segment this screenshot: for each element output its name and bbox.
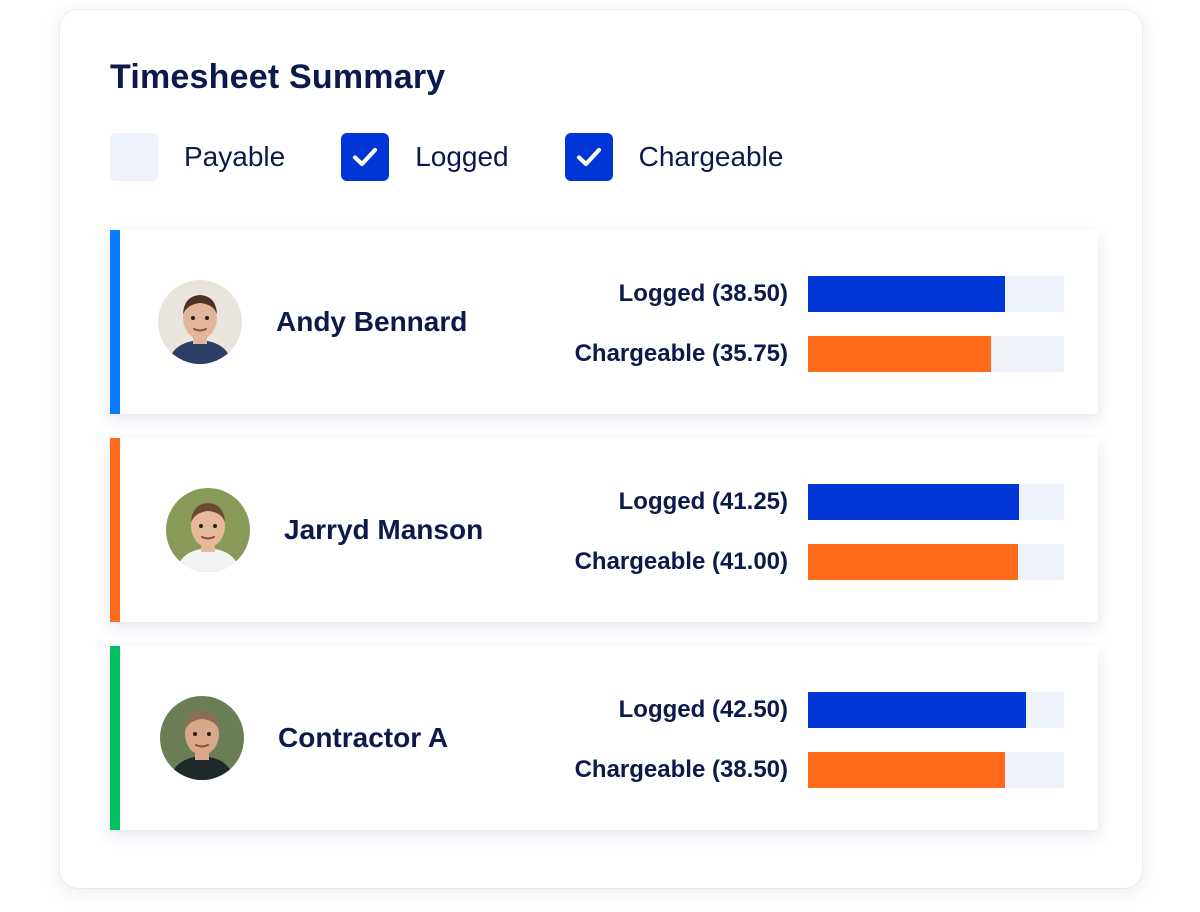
employee-name: Contractor A bbox=[278, 722, 449, 753]
employee-name: Andy Bennard bbox=[276, 306, 468, 337]
logged-checkbox[interactable] bbox=[341, 133, 390, 181]
filter-logged[interactable]: Logged bbox=[341, 133, 509, 181]
person-avatar-icon bbox=[158, 280, 242, 364]
logged-metric: Logged (41.25) bbox=[619, 484, 1064, 520]
filter-chargeable[interactable]: Chargeable bbox=[564, 133, 784, 181]
filter-label: Payable bbox=[184, 141, 286, 172]
logged-bar bbox=[808, 276, 1006, 312]
checkmark-icon bbox=[576, 147, 601, 167]
timesheet-summary-card: Timesheet Summary Payable Logged Chargea… bbox=[60, 10, 1142, 888]
logged-label: Logged (41.25) bbox=[618, 488, 788, 515]
chargeable-bar-track bbox=[808, 544, 1064, 580]
logged-bar bbox=[808, 484, 1020, 520]
person-avatar-icon bbox=[160, 696, 244, 780]
logged-bar bbox=[808, 692, 1026, 728]
chargeable-bar bbox=[808, 544, 1018, 580]
page-title: Timesheet Summary bbox=[110, 58, 446, 96]
filter-label: Chargeable bbox=[638, 141, 784, 172]
person-avatar-icon bbox=[166, 488, 250, 572]
chargeable-bar-track bbox=[808, 752, 1064, 788]
chargeable-metric: Chargeable (41.00) bbox=[575, 544, 1064, 580]
logged-metric: Logged (38.50) bbox=[619, 276, 1064, 312]
logged-metric: Logged (42.50) bbox=[619, 692, 1064, 728]
person-avatar-icon bbox=[158, 280, 242, 364]
chargeable-metric: Chargeable (38.50) bbox=[575, 752, 1064, 788]
chargeable-bar bbox=[808, 752, 1006, 788]
row-accent-bar bbox=[110, 438, 120, 622]
employee-row[interactable]: Jarryd Manson Logged (41.25) Chargeable … bbox=[110, 438, 1098, 622]
logged-label: Logged (38.50) bbox=[618, 280, 788, 307]
row-accent-bar bbox=[110, 646, 120, 830]
employee-row[interactable]: Contractor A Logged (42.50) Chargeable (… bbox=[110, 646, 1098, 830]
logged-bar-track bbox=[808, 276, 1064, 312]
employee-row[interactable]: Andy Bennard Logged (38.50) Chargeable (… bbox=[110, 230, 1098, 414]
employee-list: Andy Bennard Logged (38.50) Chargeable (… bbox=[110, 230, 1098, 854]
chargeable-checkbox[interactable] bbox=[564, 133, 613, 181]
logged-bar-track bbox=[808, 692, 1064, 728]
logged-label: Logged (42.50) bbox=[618, 696, 788, 723]
person-avatar-icon bbox=[160, 696, 244, 780]
chargeable-label: Chargeable (41.00) bbox=[574, 548, 788, 575]
logged-bar-track bbox=[808, 484, 1064, 520]
chargeable-bar bbox=[808, 336, 992, 372]
chargeable-label: Chargeable (38.50) bbox=[574, 756, 788, 783]
chargeable-bar-track bbox=[808, 336, 1064, 372]
filter-label: Logged bbox=[415, 141, 509, 172]
payable-checkbox[interactable] bbox=[110, 133, 158, 181]
filter-payable[interactable]: Payable bbox=[110, 133, 285, 181]
employee-name: Jarryd Manson bbox=[284, 514, 484, 545]
row-accent-bar bbox=[110, 230, 120, 414]
filter-group: Payable Logged Chargeable bbox=[110, 132, 783, 182]
chargeable-label: Chargeable (35.75) bbox=[574, 340, 788, 367]
chargeable-metric: Chargeable (35.75) bbox=[575, 336, 1064, 372]
person-avatar-icon bbox=[166, 488, 250, 572]
checkmark-icon bbox=[353, 147, 378, 167]
